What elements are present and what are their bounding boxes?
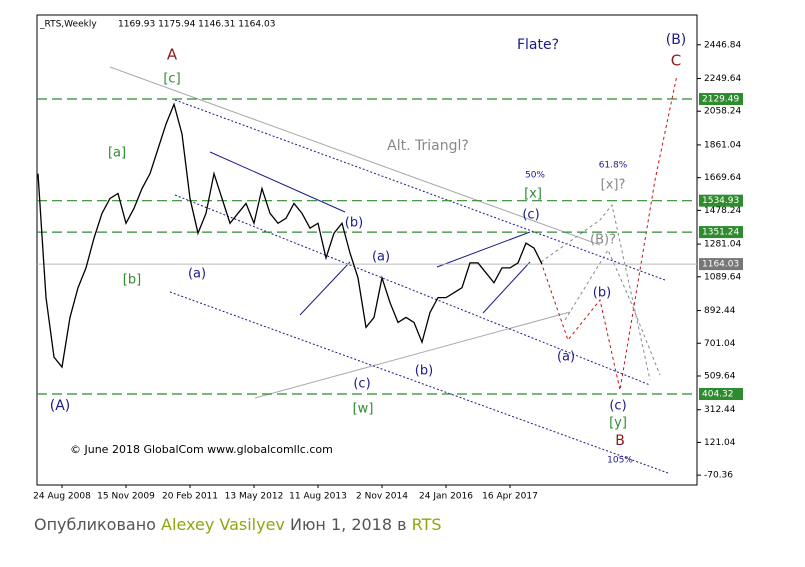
- ohlc-header: 1169.93 1175.94 1146.31 1164.03: [118, 20, 275, 30]
- trend-line: [209, 151, 346, 213]
- x-tick-label: 16 Apr 2017: [482, 492, 538, 502]
- level-label: 1534.93: [702, 196, 739, 206]
- wave-label: [x]: [524, 187, 542, 202]
- channel-line: [169, 291, 669, 474]
- plot-frame: [36, 14, 698, 486]
- wave-lines: [109, 66, 678, 474]
- wave-label: (a): [188, 267, 206, 282]
- projection: [564, 248, 661, 376]
- y-tick-label: 892.44: [704, 306, 736, 316]
- trend-line: [482, 261, 531, 314]
- level-box: [699, 226, 743, 239]
- footer-text: Опубликовано: [34, 515, 156, 534]
- price-label: 1164.03: [702, 260, 739, 270]
- wave-label: (a): [557, 350, 575, 365]
- wave-label: [y]: [609, 416, 627, 431]
- wave-label: (b): [415, 364, 433, 379]
- y-tick-label: 1281.04: [704, 240, 741, 250]
- x-tick-label: 24 Aug 2008: [33, 492, 91, 502]
- wave-label: (c): [353, 377, 370, 392]
- chart-title: _RTS,Weekly: [39, 20, 97, 30]
- wave-label: 61.8%: [599, 161, 628, 171]
- author-link[interactable]: Alexey Vasilyev: [161, 515, 285, 534]
- x-tick-label: 24 Jan 2016: [419, 492, 473, 502]
- wave-label: (c): [522, 208, 539, 223]
- x-tick-label: 11 Aug 2013: [289, 492, 347, 502]
- y-tick-label: 1669.64: [704, 173, 741, 183]
- y-tick-label: 312.44: [704, 405, 736, 415]
- wave-label: Alt. Triangl?: [387, 138, 469, 154]
- triangle-line: [109, 66, 601, 246]
- y-tick-label: 701.04: [704, 339, 736, 349]
- wave-label: [a]: [108, 146, 126, 161]
- wave-label: [c]: [163, 72, 180, 87]
- wave-label: (B)?: [590, 233, 616, 248]
- price-series: [37, 102, 543, 369]
- x-tick-label: 20 Feb 2011: [162, 492, 218, 502]
- wave-label: (c): [609, 399, 626, 414]
- y-tick-label: -70.36: [704, 471, 733, 481]
- wave-label: [x]?: [601, 178, 626, 193]
- wave-label: (b): [345, 216, 363, 231]
- y-tick-label: 509.64: [704, 371, 736, 381]
- level-box: [699, 387, 743, 400]
- price-box: [699, 258, 743, 271]
- level-label: 404.32: [702, 389, 734, 399]
- wave-label: (B): [666, 32, 687, 48]
- wave-label: 105%: [607, 456, 633, 466]
- wave-label: (A): [50, 398, 71, 414]
- footer: Опубликовано Alexey Vasilyev Июн 1, 2018…: [34, 515, 442, 534]
- wave-label: [b]: [123, 273, 141, 288]
- wave-label: (b): [593, 286, 611, 301]
- trend-line: [299, 261, 351, 316]
- level-box: [699, 194, 743, 207]
- wave-label: 50%: [525, 171, 545, 181]
- x-tick-label: 15 Nov 2009: [97, 492, 155, 502]
- wave-label: (a): [372, 250, 390, 265]
- chart: _RTS,Weekly 1169.93 1175.94 1146.31 1164…: [33, 14, 743, 502]
- wave-label: Flate?: [517, 37, 559, 53]
- copyright: © June 2018 GlobalCom www.globalcomllc.c…: [70, 443, 333, 456]
- y-tick-label: 1089.64: [704, 272, 741, 282]
- wave-label: [w]: [353, 402, 374, 417]
- trend-line: [436, 231, 531, 268]
- x-tick-label: 2 Nov 2014: [356, 492, 408, 502]
- y-tick-label: 1861.04: [704, 140, 741, 150]
- y-tick-label: 2249.64: [704, 74, 741, 84]
- projection: [540, 74, 678, 391]
- market-link[interactable]: RTS: [411, 515, 442, 534]
- y-tick-label: 121.04: [704, 438, 736, 448]
- y-tick-label: 2446.84: [704, 40, 741, 50]
- y-tick-label: 2058.24: [704, 107, 741, 117]
- level-box: [699, 93, 743, 106]
- footer-text: Июн 1, 2018 в: [289, 515, 407, 534]
- x-tick-label: 13 May 2012: [225, 492, 284, 502]
- wave-label: C: [671, 52, 681, 70]
- wave-label: B: [615, 433, 625, 449]
- channel-line: [174, 194, 651, 386]
- level-label: 1351.24: [702, 228, 739, 238]
- projection: [540, 203, 651, 381]
- channel-line: [174, 99, 666, 281]
- level-label: 2129.49: [702, 95, 739, 105]
- wave-label: A: [167, 46, 178, 64]
- y-tick-label: 1478.24: [704, 206, 741, 216]
- triangle-line: [254, 311, 571, 399]
